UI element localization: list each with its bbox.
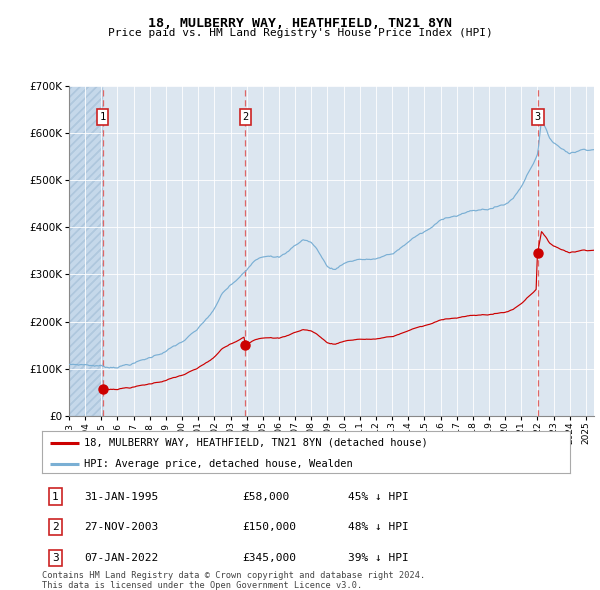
Text: 31-JAN-1995: 31-JAN-1995 (84, 491, 158, 502)
Text: This data is licensed under the Open Government Licence v3.0.: This data is licensed under the Open Gov… (42, 581, 362, 589)
Text: 2: 2 (242, 112, 248, 122)
Text: Contains HM Land Registry data © Crown copyright and database right 2024.: Contains HM Land Registry data © Crown c… (42, 571, 425, 580)
Text: 2: 2 (52, 522, 59, 532)
Bar (69, 86, 103, 416)
Text: 27-NOV-2003: 27-NOV-2003 (84, 522, 158, 532)
Bar (69, 86, 103, 416)
Text: 39% ↓ HPI: 39% ↓ HPI (348, 553, 409, 563)
Text: 3: 3 (52, 553, 59, 563)
Text: £345,000: £345,000 (242, 553, 296, 563)
Text: 07-JAN-2022: 07-JAN-2022 (84, 553, 158, 563)
Text: £150,000: £150,000 (242, 522, 296, 532)
Text: 18, MULBERRY WAY, HEATHFIELD, TN21 8YN: 18, MULBERRY WAY, HEATHFIELD, TN21 8YN (148, 17, 452, 30)
Text: 1: 1 (52, 491, 59, 502)
Text: 18, MULBERRY WAY, HEATHFIELD, TN21 8YN (detached house): 18, MULBERRY WAY, HEATHFIELD, TN21 8YN (… (84, 438, 428, 448)
Text: 3: 3 (535, 112, 541, 122)
Text: £58,000: £58,000 (242, 491, 290, 502)
Text: HPI: Average price, detached house, Wealden: HPI: Average price, detached house, Weal… (84, 459, 353, 469)
Text: Price paid vs. HM Land Registry's House Price Index (HPI): Price paid vs. HM Land Registry's House … (107, 28, 493, 38)
Text: 48% ↓ HPI: 48% ↓ HPI (348, 522, 409, 532)
Text: 45% ↓ HPI: 45% ↓ HPI (348, 491, 409, 502)
Text: 1: 1 (100, 112, 106, 122)
